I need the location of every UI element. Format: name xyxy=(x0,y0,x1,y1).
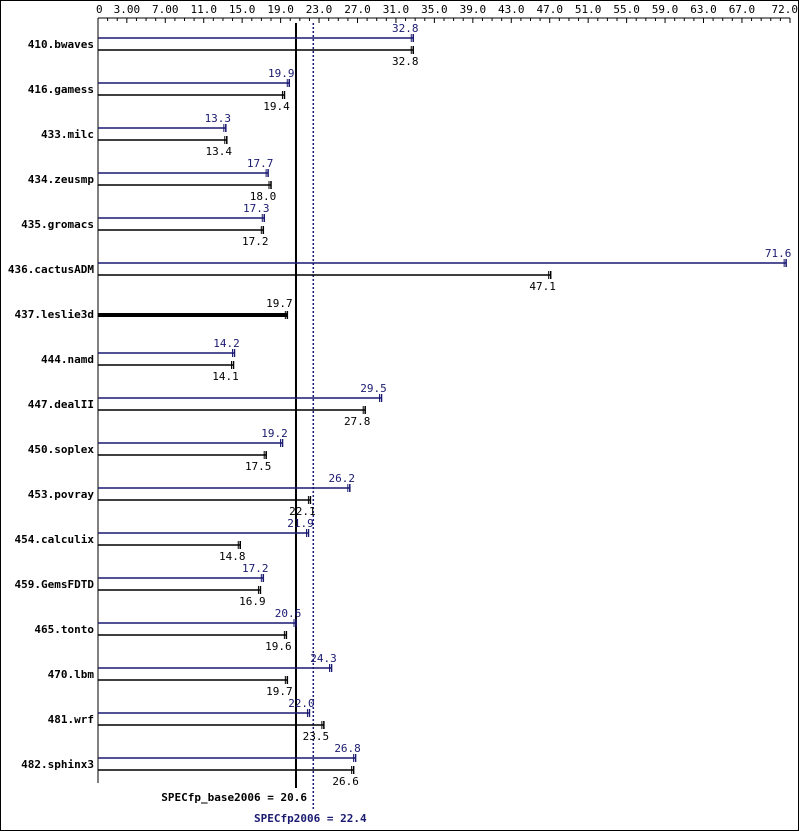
x-tick-label: 72.0 xyxy=(772,3,799,16)
x-tick-label: 39.0 xyxy=(460,3,487,16)
peak-summary-label: SPECfp2006 = 22.4 xyxy=(254,812,367,825)
peak-value-label: 17.3 xyxy=(243,202,270,215)
base-value-label: 22.1 xyxy=(289,505,316,518)
peak-value-label: 20.6 xyxy=(275,607,302,620)
base-value-label: 19.7 xyxy=(266,297,293,310)
x-tick-label: 19.0 xyxy=(267,3,294,16)
x-tick-label: 15.0 xyxy=(229,3,256,16)
benchmark-label: 447.dealII xyxy=(28,398,94,411)
benchmark-label: 482.sphinx3 xyxy=(21,758,94,771)
peak-value-label: 17.7 xyxy=(247,157,274,170)
x-tick-label: 55.0 xyxy=(613,3,640,16)
benchmark-label: 453.povray xyxy=(28,488,95,501)
benchmark-label: 410.bwaves xyxy=(28,38,94,51)
x-tick-label: 43.0 xyxy=(498,3,525,16)
benchmark-label: 434.zeusmp xyxy=(28,173,95,186)
x-tick-label: 59.0 xyxy=(652,3,679,16)
x-tick-label: 11.0 xyxy=(190,3,217,16)
benchmark-label: 465.tonto xyxy=(34,623,94,636)
base-value-label: 17.2 xyxy=(242,235,269,248)
x-tick-label: 23.0 xyxy=(306,3,333,16)
benchmark-label: 416.gamess xyxy=(28,83,94,96)
benchmark-label: 450.soplex xyxy=(28,443,95,456)
base-value-label: 16.9 xyxy=(239,595,266,608)
base-value-label: 19.4 xyxy=(263,100,290,113)
benchmark-label: 435.gromacs xyxy=(21,218,94,231)
base-value-label: 14.8 xyxy=(219,550,246,563)
x-tick-label: 0 xyxy=(96,3,103,16)
benchmark-label: 433.milc xyxy=(41,128,94,141)
peak-value-label: 21.9 xyxy=(287,517,314,530)
benchmark-label: 444.namd xyxy=(41,353,94,366)
peak-value-label: 71.6 xyxy=(765,247,792,260)
x-tick-label: 7.00 xyxy=(152,3,179,16)
peak-value-label: 19.2 xyxy=(261,427,288,440)
peak-value-label: 26.8 xyxy=(334,742,361,755)
benchmark-label: 470.lbm xyxy=(48,668,95,681)
base-value-label: 27.8 xyxy=(344,415,371,428)
x-tick-label: 35.0 xyxy=(421,3,448,16)
base-summary-label: SPECfp_base2006 = 20.6 xyxy=(161,791,307,804)
peak-value-label: 32.8 xyxy=(392,22,419,35)
base-value-label: 18.0 xyxy=(250,190,277,203)
base-value-label: 13.4 xyxy=(206,145,233,158)
x-tick-label: 51.0 xyxy=(575,3,602,16)
base-value-label: 23.5 xyxy=(303,730,330,743)
x-tick-label: 27.0 xyxy=(344,3,371,16)
peak-value-label: 22.0 xyxy=(288,697,315,710)
peak-value-label: 29.5 xyxy=(360,382,387,395)
base-value-label: 47.1 xyxy=(529,280,556,293)
base-value-label: 32.8 xyxy=(392,55,419,68)
base-value-label: 19.6 xyxy=(265,640,292,653)
peak-value-label: 19.9 xyxy=(268,67,295,80)
x-tick-label: 47.0 xyxy=(536,3,563,16)
peak-value-label: 14.2 xyxy=(213,337,240,350)
benchmark-label: 436.cactusADM xyxy=(8,263,94,276)
peak-value-label: 24.3 xyxy=(310,652,337,665)
base-value-label: 17.5 xyxy=(245,460,272,473)
benchmark-label: 481.wrf xyxy=(48,713,94,726)
peak-value-label: 26.2 xyxy=(329,472,356,485)
base-value-label: 14.1 xyxy=(212,370,239,383)
x-tick-label: 67.0 xyxy=(729,3,756,16)
benchmark-label: 437.leslie3d xyxy=(15,308,94,321)
x-tick-label: 3.00 xyxy=(114,3,141,16)
benchmark-label: 459.GemsFDTD xyxy=(15,578,95,591)
base-value-label: 19.7 xyxy=(266,685,293,698)
x-tick-label: 63.0 xyxy=(690,3,717,16)
base-value-label: 26.6 xyxy=(332,775,359,788)
peak-value-label: 13.3 xyxy=(205,112,232,125)
peak-value-label: 17.2 xyxy=(242,562,269,575)
x-tick-label: 31.0 xyxy=(383,3,410,16)
benchmark-label: 454.calculix xyxy=(15,533,95,546)
